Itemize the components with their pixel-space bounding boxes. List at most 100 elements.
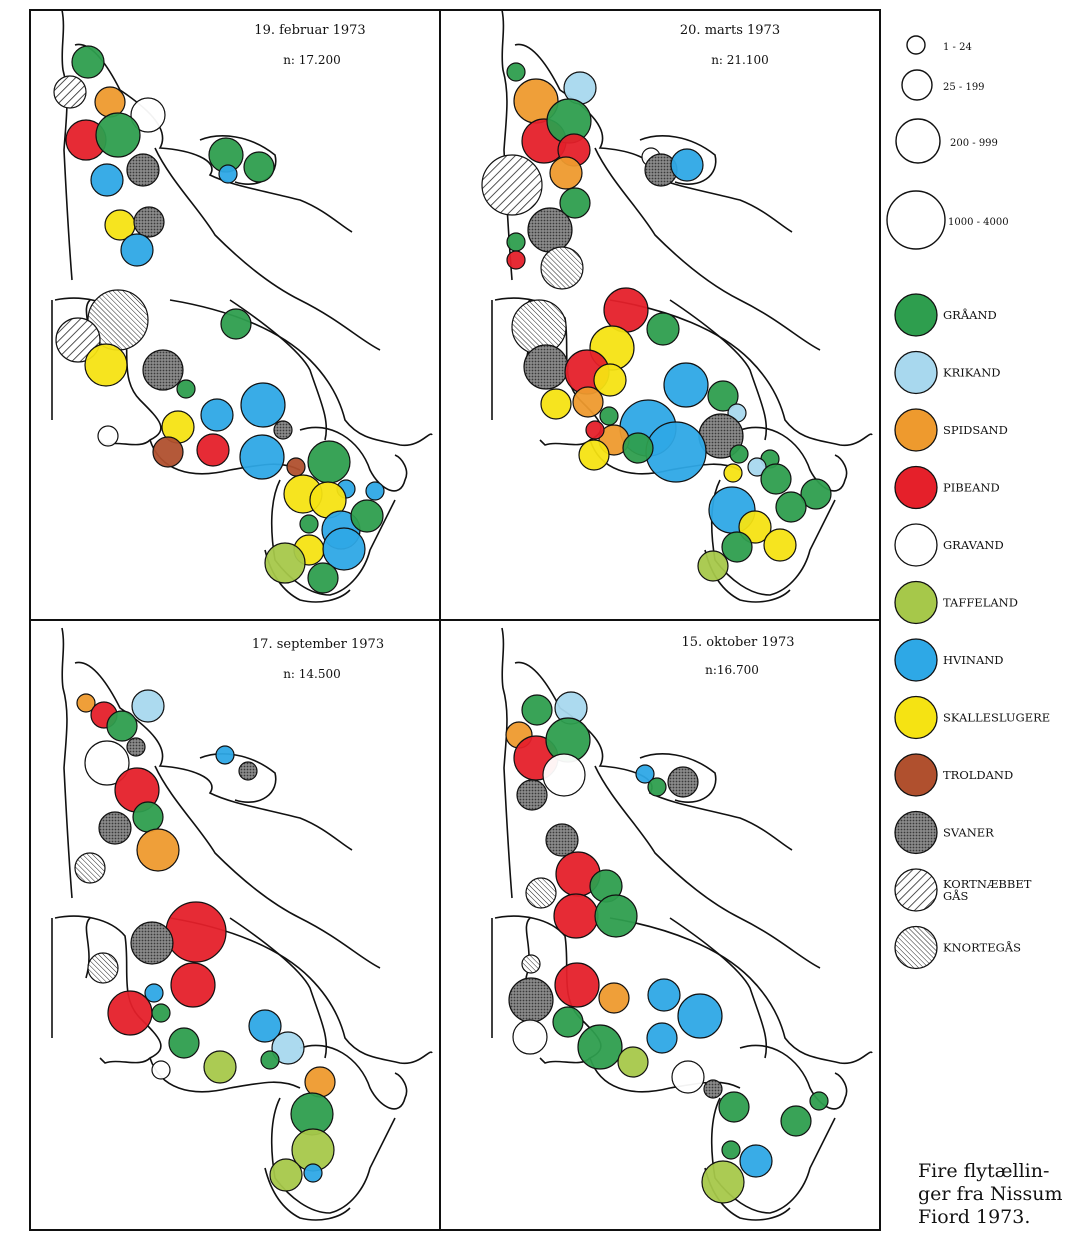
circle-pibeand bbox=[553, 893, 599, 939]
circle-graaand bbox=[299, 514, 319, 534]
circle-hvinand bbox=[218, 164, 238, 184]
circle-svaner bbox=[98, 811, 132, 845]
circle-gravand bbox=[151, 1060, 171, 1080]
circle-svaner bbox=[126, 737, 146, 757]
circle-knortegaas bbox=[540, 246, 584, 290]
circle-hvinand bbox=[677, 993, 723, 1039]
circle-graaand bbox=[599, 406, 619, 426]
circle-graaand bbox=[506, 232, 526, 252]
circle-taffeland bbox=[269, 1158, 303, 1192]
circle-graaand bbox=[721, 1140, 741, 1160]
circle-graaand bbox=[760, 463, 792, 495]
circle-spidsand bbox=[549, 156, 583, 190]
circle-hvinand bbox=[200, 398, 234, 432]
circle-gravand bbox=[512, 1019, 548, 1055]
circle-graaand bbox=[729, 444, 749, 464]
circle-graaand bbox=[106, 710, 138, 742]
circle-knortegaas bbox=[521, 954, 541, 974]
circle-gravand bbox=[84, 740, 130, 786]
circle-graaand bbox=[647, 777, 667, 797]
circle-hvinand bbox=[144, 983, 164, 1003]
circle-spidsand bbox=[94, 86, 126, 118]
legend-label-graaand: GRÅAND bbox=[943, 308, 997, 322]
circle-svaner bbox=[523, 344, 569, 390]
circle-graaand bbox=[307, 562, 339, 594]
panel-count-mar: n: 21.100 bbox=[711, 53, 769, 67]
circle-pibeand bbox=[554, 962, 600, 1008]
panel-count-sep: n: 14.500 bbox=[283, 667, 341, 681]
circle-graaand bbox=[552, 1006, 584, 1038]
circle-knortegaas bbox=[74, 852, 106, 884]
circle-svaner bbox=[667, 766, 699, 798]
panel-date-oct: 15. oktober 1973 bbox=[681, 635, 794, 650]
panel-date-sep: 17. september 1973 bbox=[252, 637, 384, 652]
circle-hvinand bbox=[303, 1163, 323, 1183]
legend-label-krikand: KRIKAND bbox=[943, 366, 1001, 380]
circle-svaner bbox=[545, 823, 579, 857]
legend-swatch-taffeland bbox=[894, 580, 938, 625]
circle-graaand bbox=[307, 440, 351, 484]
circle-svaner bbox=[527, 207, 573, 253]
circle-graaand bbox=[521, 694, 553, 726]
size-legend-circle-3 bbox=[895, 118, 941, 164]
circle-svaner bbox=[126, 153, 160, 187]
circle-graaand bbox=[721, 531, 753, 563]
caption-line-3: Fiord 1973. bbox=[918, 1206, 1031, 1228]
circle-taffeland bbox=[264, 542, 306, 584]
circle-svaner bbox=[508, 977, 554, 1023]
circle-graaand bbox=[151, 1003, 171, 1023]
circle-svaner bbox=[130, 921, 174, 965]
panel-count-oct: n:16.700 bbox=[705, 663, 759, 677]
circle-hvinand bbox=[322, 527, 366, 571]
observation-circles-sep bbox=[74, 689, 336, 1192]
circle-spidsand bbox=[304, 1066, 336, 1098]
circle-skallesluger bbox=[763, 528, 797, 562]
circle-kortnaebbet bbox=[53, 75, 87, 109]
circle-krikand bbox=[131, 689, 165, 723]
species-legend: GRÅAND KRIKAND SPIDSAND PIBEAND GRAVAND TAFFE… bbox=[894, 293, 1050, 970]
legend-label-skallesluger: SKALLESLUGERE bbox=[943, 711, 1050, 725]
legend-swatch-skallesluger bbox=[894, 695, 938, 740]
legend-label-troldand: TROLDAND bbox=[943, 768, 1013, 782]
circle-gravand bbox=[130, 97, 166, 133]
circle-svaner bbox=[142, 349, 184, 391]
circle-spidsand bbox=[598, 982, 630, 1014]
figure-caption: Fire flytællin- ger fra Nissum Fiord 197… bbox=[918, 1160, 1062, 1229]
circle-pibeand bbox=[506, 250, 526, 270]
circle-hvinand bbox=[120, 233, 154, 267]
legend-swatch-graaand bbox=[894, 293, 938, 337]
circle-svaner bbox=[238, 761, 258, 781]
circle-hvinand bbox=[239, 434, 285, 480]
legend-swatch-kortnaebbet bbox=[894, 868, 938, 912]
legend-swatch-pibeand bbox=[894, 465, 938, 510]
circle-graaand bbox=[809, 1091, 829, 1111]
circle-skallesluger bbox=[738, 510, 772, 544]
circle-pibeand bbox=[170, 962, 216, 1008]
circle-knortegaas bbox=[525, 877, 557, 909]
circle-hvinand bbox=[90, 163, 124, 197]
legend-label-spidsand: SPIDSAND bbox=[943, 423, 1008, 437]
circle-pibeand bbox=[165, 901, 227, 963]
circle-svaner bbox=[703, 1079, 723, 1099]
size-legend-label-2: 25 - 199 bbox=[943, 82, 985, 93]
size-legend-circle-2 bbox=[901, 69, 933, 101]
circle-kortnaebbet bbox=[55, 317, 101, 363]
circle-graaand bbox=[220, 308, 252, 340]
circle-graaand bbox=[168, 1027, 200, 1059]
circle-graaand bbox=[132, 801, 164, 833]
circle-troldand bbox=[286, 457, 306, 477]
circle-hvinand bbox=[663, 362, 709, 408]
circle-graaand bbox=[707, 380, 739, 412]
legend-label-taffeland: TAFFELAND bbox=[943, 596, 1018, 610]
observation-circles-mar bbox=[481, 62, 832, 582]
circle-knortegaas bbox=[87, 952, 119, 984]
circle-graaand bbox=[506, 62, 526, 82]
legend-label-kortnaebbet: KORTNÆBBET bbox=[943, 877, 1032, 891]
panel-frame-oct bbox=[439, 619, 881, 1231]
circle-kortnaebbet bbox=[481, 154, 543, 216]
caption-line-1: Fire flytællin- bbox=[918, 1160, 1050, 1182]
panel-date-feb: 19. februar 1973 bbox=[254, 23, 365, 38]
circle-gravand bbox=[671, 1060, 705, 1094]
circle-graaand bbox=[800, 478, 832, 510]
circle-gravand bbox=[542, 753, 586, 797]
